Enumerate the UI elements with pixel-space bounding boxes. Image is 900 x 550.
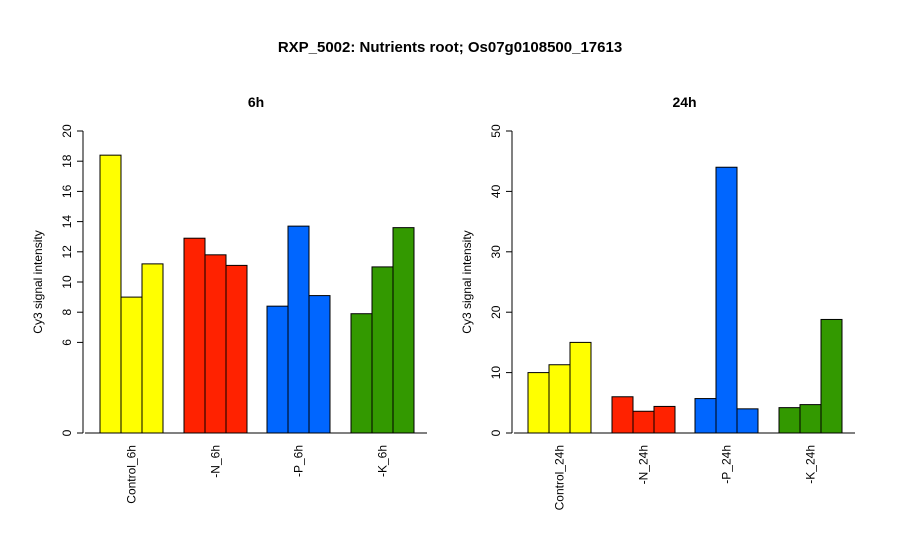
bar — [120, 296, 143, 434]
y-tick-label: 8 — [60, 309, 74, 316]
bar — [204, 254, 227, 434]
y-tick-label: 40 — [489, 184, 503, 198]
bar — [694, 398, 717, 434]
y-tick-label: 6 — [60, 339, 74, 346]
bar — [392, 227, 415, 434]
x-tick-label: -K_24h — [804, 445, 818, 484]
bar — [778, 407, 801, 434]
bar — [225, 264, 248, 434]
bar — [569, 341, 592, 434]
bar — [350, 313, 373, 434]
panel-title: 6h — [248, 94, 264, 110]
bar — [308, 295, 331, 434]
y-tick-label: 16 — [60, 184, 74, 198]
y-tick-label: 20 — [489, 305, 503, 319]
y-tick-label: 18 — [60, 154, 74, 168]
bar — [799, 404, 822, 434]
bar — [287, 225, 310, 434]
bar — [527, 372, 550, 434]
bar — [611, 396, 634, 434]
chart-title: RXP_5002: Nutrients root; Os07g0108500_1… — [277, 39, 623, 56]
y-tick-label: 50 — [489, 124, 503, 138]
bar — [820, 318, 843, 434]
y-axis-label: Cy3 signal intensity — [460, 230, 474, 333]
bar — [548, 364, 571, 434]
y-tick-label: 10 — [489, 366, 503, 380]
y-tick-label: 0 — [489, 429, 503, 436]
bar — [736, 408, 759, 434]
y-tick-label: 14 — [60, 215, 74, 229]
bar — [371, 266, 394, 434]
y-tick-label: 0 — [60, 429, 74, 436]
x-tick-label: Control_6h — [125, 445, 139, 504]
y-tick-label: 20 — [60, 124, 74, 138]
panel-title: 24h — [672, 94, 696, 110]
x-tick-label: Control_24h — [553, 445, 567, 510]
y-tick-label: 10 — [60, 275, 74, 289]
y-axis-label: Cy3 signal intensity — [31, 230, 45, 333]
x-tick-label: -P_24h — [720, 445, 734, 484]
bar — [632, 410, 655, 434]
bar — [266, 305, 289, 434]
bar — [183, 237, 206, 434]
bar — [141, 263, 164, 434]
bar — [715, 166, 738, 434]
x-tick-label: -K_6h — [376, 445, 390, 477]
x-tick-label: -N_6h — [209, 445, 223, 478]
y-tick-label: 30 — [489, 245, 503, 259]
bar — [99, 154, 122, 434]
y-tick-label: 12 — [60, 245, 74, 259]
x-tick-label: -P_6h — [292, 445, 306, 477]
bar — [653, 405, 676, 434]
x-tick-label: -N_24h — [637, 445, 651, 484]
